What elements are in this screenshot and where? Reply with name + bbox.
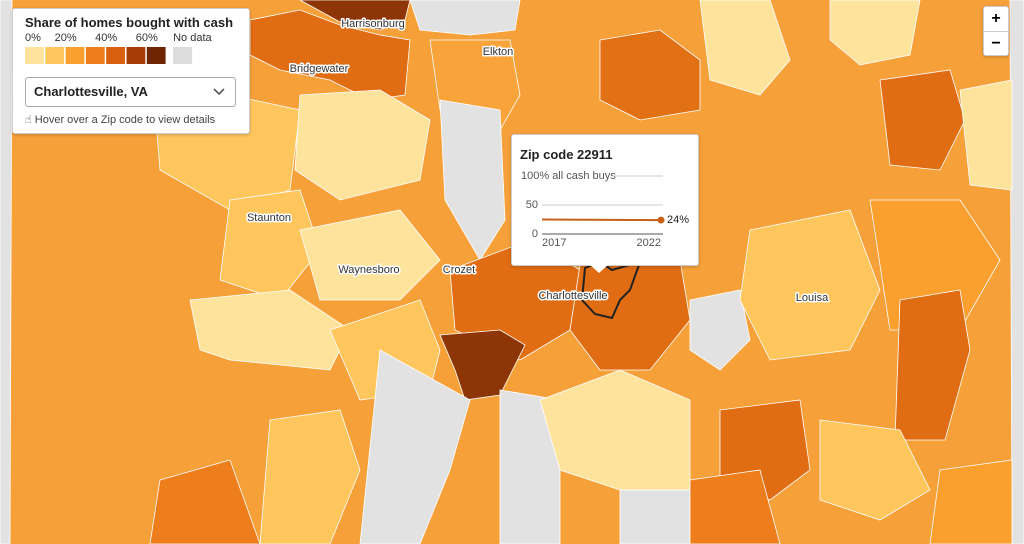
y-tick-label: 100% all cash buys bbox=[521, 170, 616, 182]
tooltip-title: Zip code 22911 bbox=[520, 147, 613, 162]
legend-scale: 0% 20% 40% 60% No data bbox=[25, 32, 213, 64]
place-label: Charlottesville bbox=[538, 290, 607, 302]
place-labels: Harrisonburg Elkton Bridgewater Staunton Way… bbox=[245, 16, 830, 305]
zoom-out[interactable]: − bbox=[991, 35, 1001, 52]
legend-tick-label: 0% bbox=[25, 32, 41, 44]
legend-tick-label: 40% bbox=[95, 32, 117, 44]
dropdown-value: Charlottesville, VA bbox=[34, 84, 148, 99]
place-label: Bridgewater bbox=[290, 63, 349, 75]
legend-no-data bbox=[173, 47, 193, 64]
place-label: Staunton bbox=[247, 212, 291, 224]
x-tick-label: 2022 bbox=[637, 237, 661, 249]
dropdown-chevron bbox=[213, 88, 225, 96]
zoom-controls: + − bbox=[983, 6, 1009, 56]
y-tick-label: 50 bbox=[526, 199, 538, 211]
region-dropdown[interactable]: Charlottesville, VA bbox=[25, 77, 236, 107]
legend-no-data-label: No data bbox=[173, 32, 212, 44]
series-line bbox=[541, 218, 662, 222]
place-label: Louisa bbox=[796, 292, 829, 304]
x-tick-label: 2017 bbox=[542, 237, 566, 249]
place-label: Crozet bbox=[443, 264, 475, 276]
legend-swatch bbox=[106, 47, 125, 64]
legend-tick-label: 20% bbox=[55, 32, 77, 44]
zoom-in[interactable]: + bbox=[984, 7, 1008, 32]
hint-text: Hover over a Zip code to view details bbox=[34, 114, 216, 126]
tooltip: Zip code 22911 0 50 100% all cash buys 2017… bbox=[511, 134, 699, 266]
legend-swatch bbox=[25, 47, 44, 64]
tooltip-pointer bbox=[589, 264, 609, 273]
legend-panel: Share of homes bought with cash 0% 20% 40%… bbox=[12, 8, 250, 134]
legend-title: Share of homes bought with cash bbox=[25, 15, 234, 30]
legend-swatch bbox=[65, 47, 85, 64]
legend-swatch bbox=[146, 47, 166, 64]
end-point bbox=[657, 216, 665, 224]
hint: ☝ Hover over a Zip code to view details bbox=[25, 114, 216, 126]
legend-tick-label: 60% bbox=[136, 32, 158, 44]
legend-swatch bbox=[126, 47, 146, 64]
legend-swatch bbox=[85, 47, 105, 64]
value-label: 24% bbox=[667, 214, 689, 226]
place-label: Elkton bbox=[483, 46, 514, 58]
place-label: Harrisonburg bbox=[341, 18, 405, 30]
place-label: Waynesboro bbox=[338, 264, 399, 276]
tooltip-chart: 0 50 100% all cash buys 2017 2022 24% bbox=[521, 170, 689, 249]
legend-swatch bbox=[45, 47, 65, 64]
y-tick-label: 0 bbox=[532, 228, 538, 240]
